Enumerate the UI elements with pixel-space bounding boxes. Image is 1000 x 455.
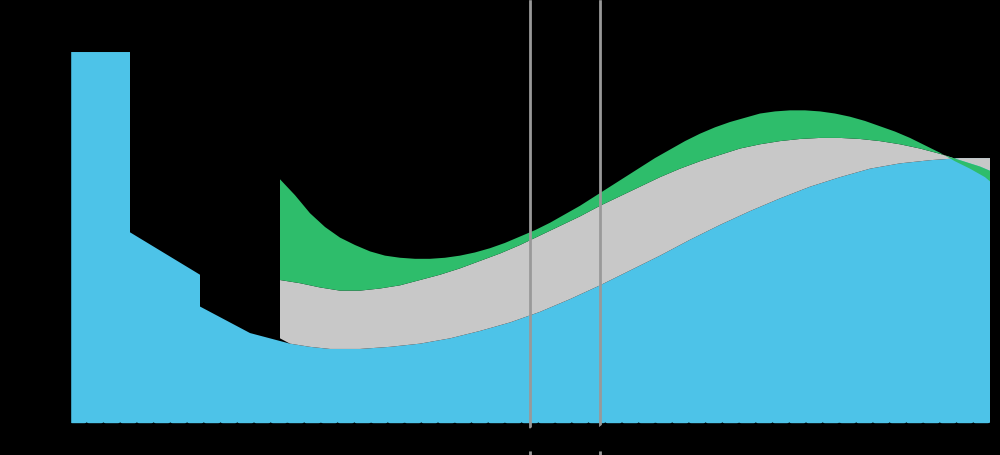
- Polygon shape: [70, 423, 990, 451]
- Polygon shape: [280, 111, 990, 291]
- Polygon shape: [280, 139, 990, 349]
- Polygon shape: [70, 10, 990, 423]
